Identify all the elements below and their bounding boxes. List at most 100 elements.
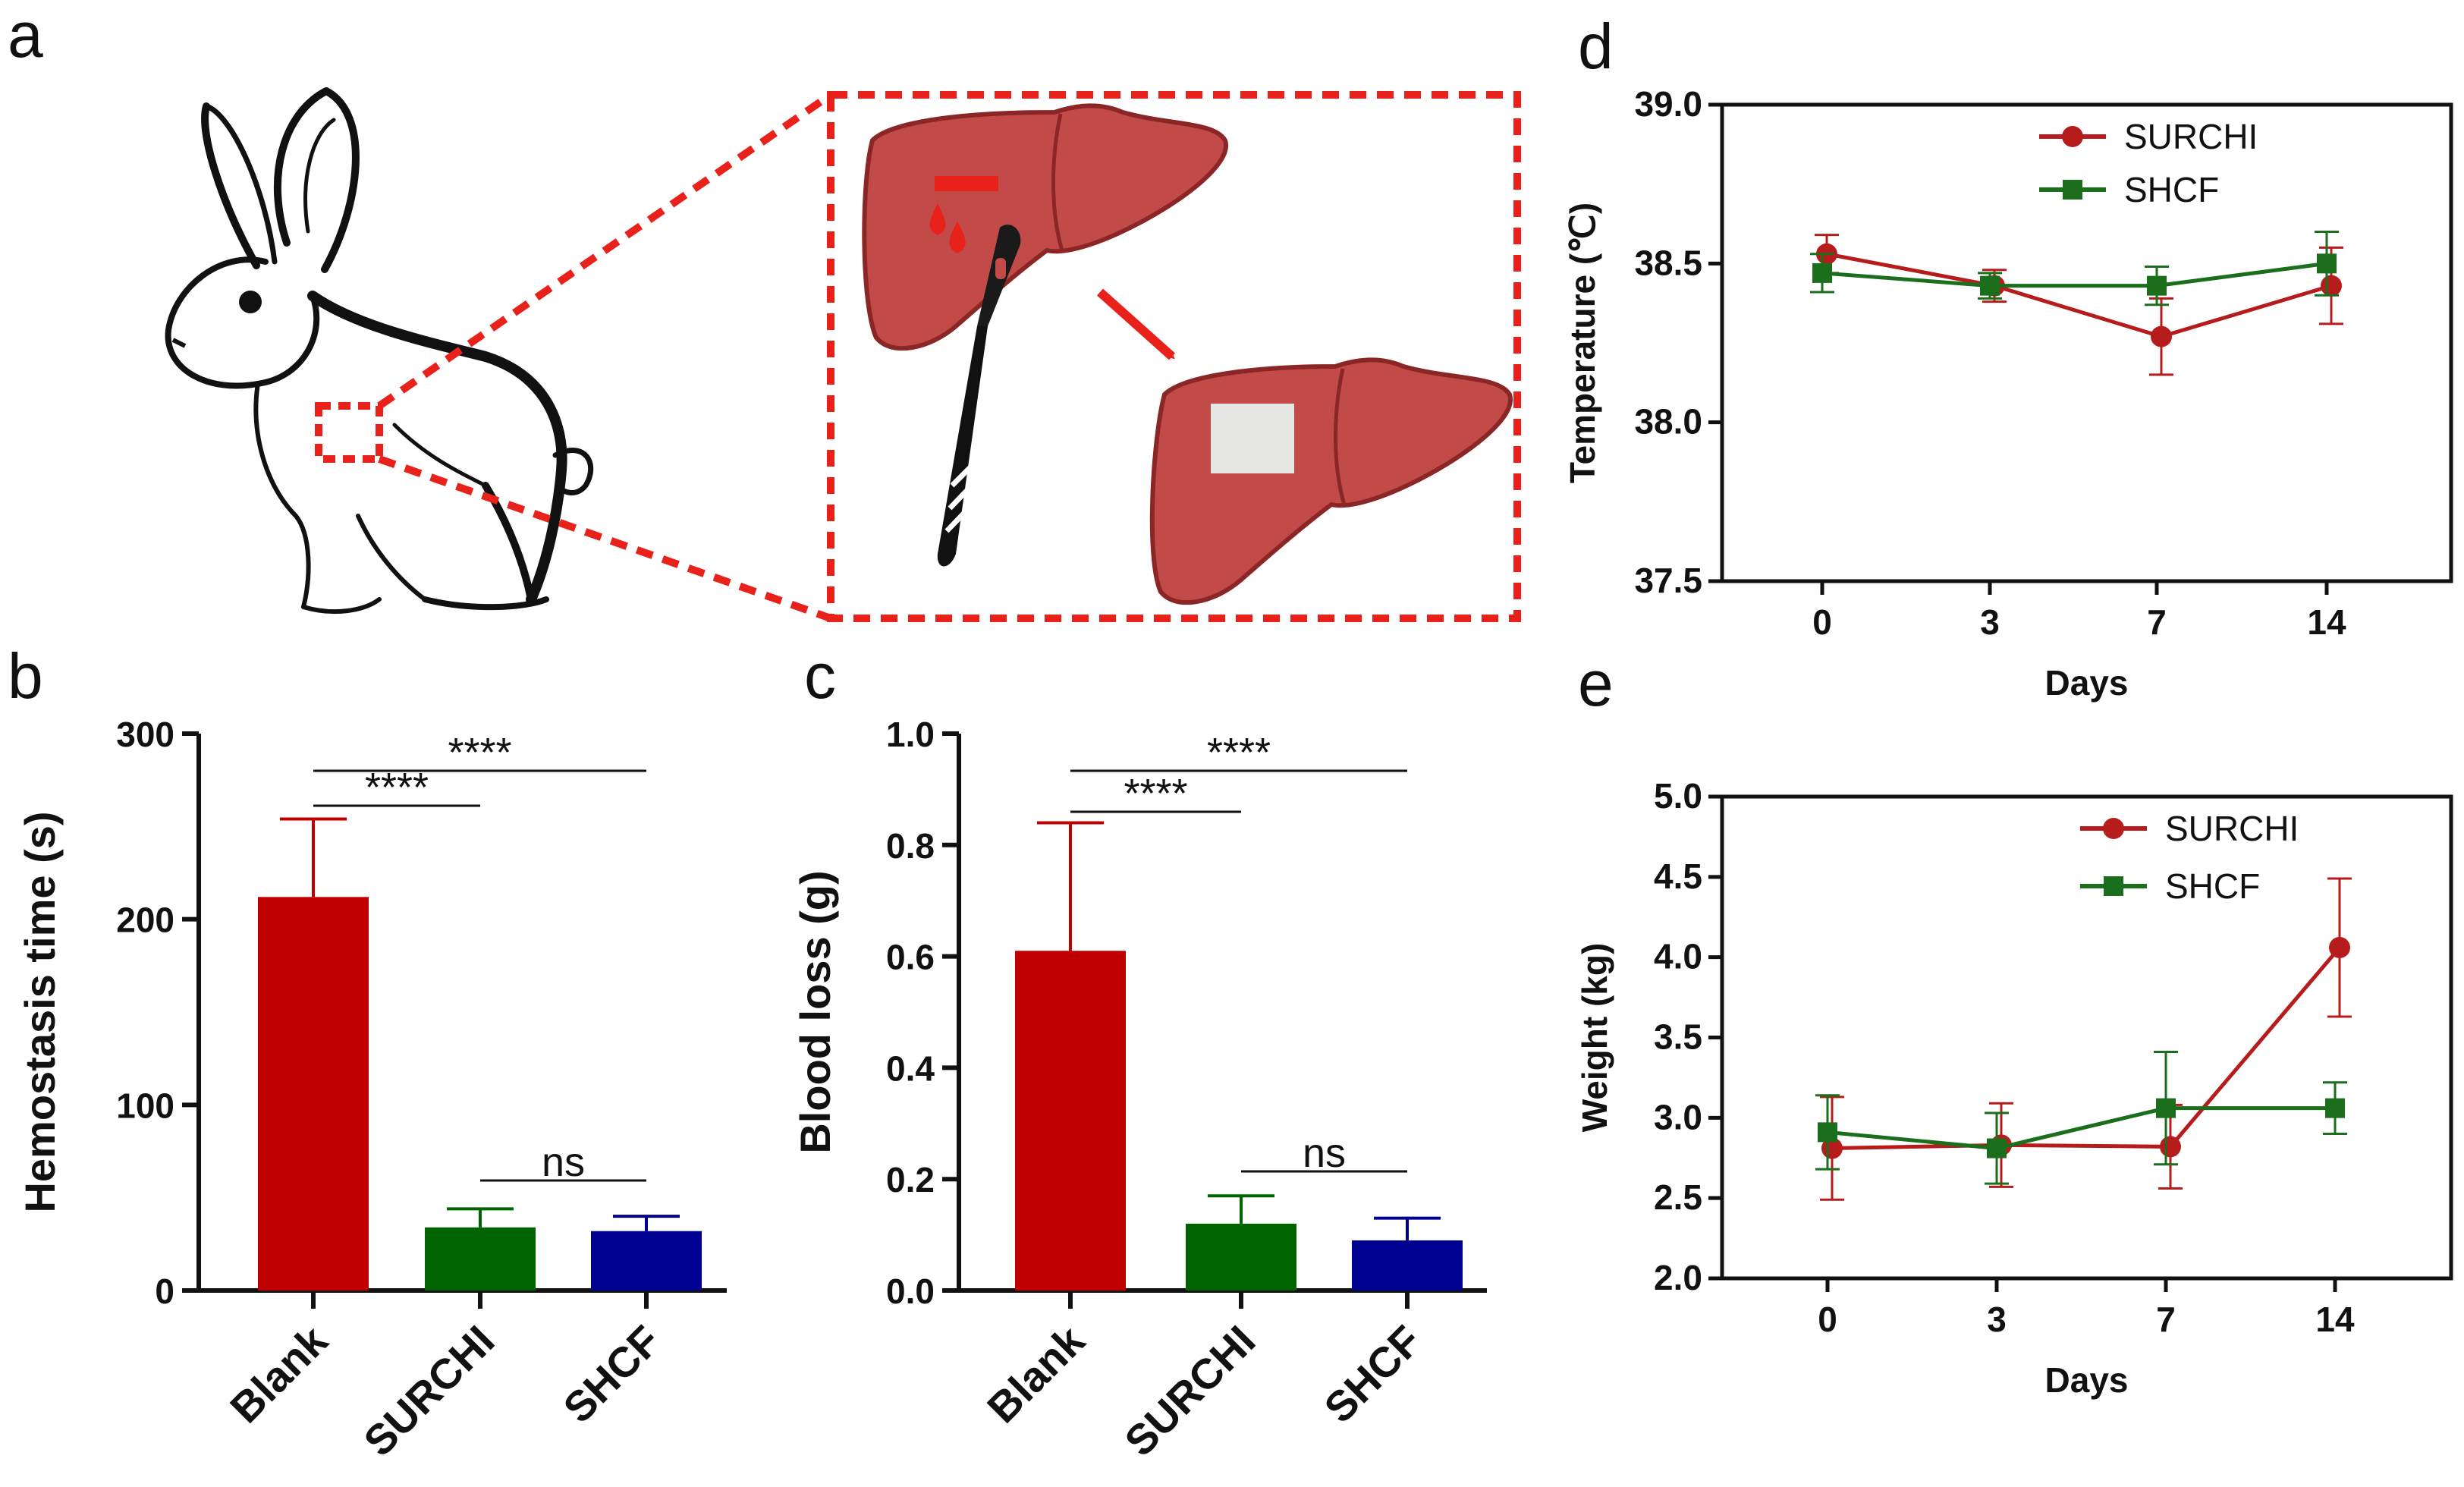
- rabbit-nose-icon: [171, 338, 187, 348]
- panel-label-e: e: [1578, 648, 1614, 719]
- y-tick-label: 0.6: [886, 938, 935, 977]
- blood-loss-chart: 0.0 0.2 0.4 0.6 0.8 1.0 Blood loss (g) Blank SUR…: [791, 715, 1487, 1465]
- zoom-frame: [827, 91, 1521, 622]
- data-point: [2329, 936, 2350, 958]
- significance-label: ****: [365, 765, 429, 810]
- y-axis-label: Weight (kg): [1575, 943, 1614, 1133]
- data-point: [2317, 253, 2337, 274]
- x-tick-label: 7: [2156, 1300, 2176, 1339]
- x-tick-label: 0: [1818, 1300, 1837, 1339]
- data-point: [2147, 275, 2167, 296]
- category-label: SHCF: [554, 1316, 669, 1432]
- bar-surchi: [1186, 1223, 1296, 1291]
- data-point: [2321, 275, 2342, 297]
- data-point: [1818, 1122, 1837, 1143]
- rabbit-eye-icon: [239, 291, 262, 313]
- y-tick-label: 4.0: [1654, 937, 1702, 976]
- bar-surchi: [425, 1227, 536, 1291]
- data-point: [1987, 1138, 2007, 1158]
- bar-shcf: [1352, 1240, 1463, 1291]
- plot-frame: [1720, 102, 2453, 583]
- series-line-shcf: [1821, 261, 2327, 288]
- x-tick-label: 14: [2315, 1300, 2355, 1339]
- treatment-arrow-icon: [1096, 288, 1176, 360]
- y-axis-label: Temperature (℃): [1563, 203, 1602, 483]
- y-tick-label: 0: [155, 1272, 174, 1311]
- temperature-chart: 37.5 38.0 38.5 39.0 0 3 7 14 Days Temperature (℃)…: [1563, 84, 2453, 703]
- x-axis-label: Days: [2045, 663, 2129, 703]
- significance-label: ****: [1124, 771, 1187, 816]
- weight-chart: 2.0 2.5 3.0 3.5 4.0 4.5 5.0 0 3 7 14 Days Weight (kg…: [1575, 776, 2453, 1400]
- legend-marker: [2063, 180, 2082, 200]
- category-label: Blank: [978, 1316, 1094, 1432]
- blood-drop-icon: [949, 222, 966, 253]
- x-tick-label: 3: [1987, 1300, 2007, 1339]
- series-line-surchi: [1826, 252, 2332, 339]
- panel-a-illustration: [165, 87, 1521, 622]
- panel-label-d: d: [1578, 11, 1614, 82]
- zoom-region-box: [315, 402, 383, 463]
- data-point: [2151, 325, 2172, 347]
- data-point: [1980, 275, 2000, 296]
- series-line-surchi: [1831, 946, 2341, 1151]
- legend-label: SURCHI: [2124, 117, 2258, 156]
- y-axis-label: Blood loss (g): [791, 870, 839, 1153]
- y-tick-label: 300: [116, 715, 174, 754]
- data-point: [1812, 263, 1832, 283]
- legend-label: SURCHI: [2165, 809, 2299, 848]
- y-tick-label: 1.0: [886, 715, 935, 754]
- panel-label-b: b: [8, 640, 43, 712]
- y-tick-label: 37.5: [1634, 561, 1702, 600]
- zoom-line-top: [377, 91, 833, 410]
- y-tick-label: 2.0: [1654, 1258, 1702, 1297]
- panel-label-a: a: [8, 0, 43, 71]
- scalpel-icon: [937, 225, 1021, 567]
- y-tick-label: 2.5: [1654, 1177, 1702, 1217]
- data-point: [2160, 1136, 2181, 1158]
- y-tick-label: 3.5: [1654, 1017, 1702, 1057]
- legend-label: SHCF: [2124, 170, 2219, 209]
- y-tick-label: 38.0: [1634, 402, 1702, 442]
- y-tick-label: 200: [116, 901, 174, 940]
- legend-label: SHCF: [2165, 866, 2260, 906]
- y-tick-label: 0.2: [886, 1160, 935, 1199]
- y-tick-label: 100: [116, 1086, 174, 1125]
- blood-drop-icon: [929, 203, 946, 235]
- y-tick-label: 4.5: [1654, 857, 1702, 896]
- liver-icon-treated: [1149, 357, 1513, 605]
- significance-label: ns: [542, 1140, 585, 1185]
- hemostasis-time-chart: 0 100 200 300 Hemostasis time (s) Blank SURCHI…: [16, 715, 727, 1465]
- significance-label: ns: [1303, 1130, 1346, 1176]
- x-tick-label: 3: [1980, 602, 2000, 642]
- wound-mark: [935, 176, 998, 191]
- x-tick-label: 7: [2147, 602, 2167, 642]
- category-label: SURCHI: [354, 1316, 503, 1465]
- category-label: SURCHI: [1115, 1316, 1264, 1465]
- y-axis-label: Hemostasis time (s): [16, 811, 64, 1212]
- data-point: [2325, 1098, 2345, 1118]
- plot-frame: [1720, 794, 2453, 1281]
- y-tick-label: 3.0: [1654, 1097, 1702, 1136]
- y-tick-label: 0.0: [886, 1272, 935, 1311]
- category-label: Blank: [221, 1316, 337, 1432]
- y-tick-label: 39.0: [1634, 84, 1702, 124]
- bar-shcf: [591, 1231, 702, 1291]
- x-tick-label: 0: [1812, 602, 1832, 642]
- legend-marker: [2062, 126, 2083, 147]
- category-label: SHCF: [1315, 1316, 1430, 1432]
- legend-marker: [2104, 876, 2123, 896]
- hemostatic-patch: [1211, 404, 1294, 473]
- y-tick-label: 5.0: [1654, 776, 1702, 816]
- series-line-shcf: [1827, 1106, 2335, 1151]
- bar-blank: [1015, 951, 1126, 1291]
- zoom-line-bottom: [378, 455, 832, 622]
- data-point: [2156, 1098, 2176, 1118]
- y-tick-label: 38.5: [1634, 243, 1702, 282]
- x-axis-label: Days: [2045, 1360, 2129, 1400]
- significance-label: ****: [448, 730, 511, 775]
- bar-blank: [258, 897, 369, 1291]
- x-tick-label: 14: [2307, 602, 2346, 642]
- y-tick-label: 0.8: [886, 826, 935, 866]
- rabbit-icon: [165, 87, 594, 615]
